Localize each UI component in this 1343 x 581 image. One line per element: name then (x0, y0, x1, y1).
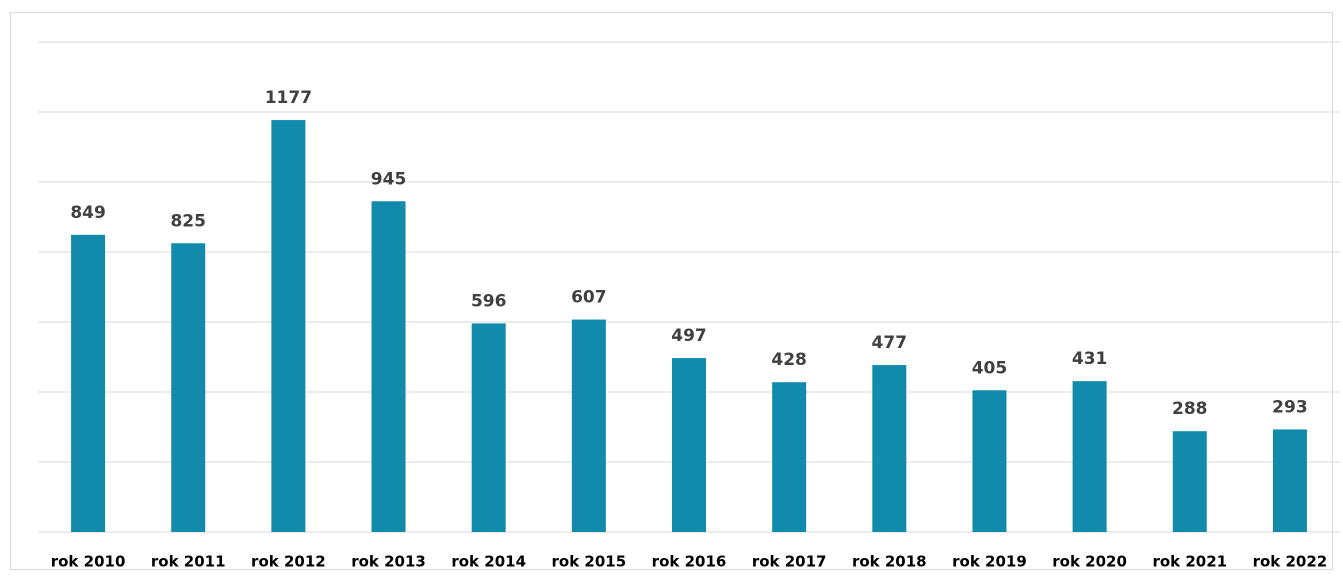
x-tick-label: rok 2016 (652, 553, 727, 571)
bar (1172, 431, 1207, 532)
bar (1272, 429, 1307, 532)
bar (471, 323, 506, 532)
x-tick-label: rok 2021 (1152, 553, 1227, 571)
bar (371, 201, 406, 532)
value-label: 293 (1272, 397, 1308, 417)
value-label: 428 (771, 350, 807, 370)
bar (1072, 381, 1107, 532)
value-label: 431 (1072, 349, 1108, 369)
bar (772, 382, 807, 532)
x-tick-label: rok 2022 (1253, 553, 1328, 571)
value-label: 825 (170, 211, 206, 231)
x-tick-label: rok 2010 (51, 553, 126, 571)
x-tick-label: rok 2019 (952, 553, 1027, 571)
x-tick-label: rok 2015 (552, 553, 627, 571)
x-tick-label: rok 2011 (151, 553, 226, 571)
value-label: 477 (872, 333, 908, 353)
bar (571, 319, 606, 532)
value-label: 945 (371, 169, 407, 189)
value-label: 849 (70, 203, 106, 223)
chart-border (10, 12, 1333, 570)
x-tick-label: rok 2013 (351, 553, 426, 571)
bar (872, 365, 907, 532)
value-label: 497 (671, 326, 707, 346)
bar (972, 390, 1007, 532)
bar (71, 234, 106, 532)
x-tick-label: rok 2018 (852, 553, 927, 571)
x-tick-label: rok 2020 (1052, 553, 1127, 571)
value-label: 596 (471, 291, 507, 311)
x-tick-label: rok 2014 (451, 553, 526, 571)
value-label: 607 (571, 288, 607, 308)
x-tick-label: rok 2012 (251, 553, 326, 571)
bar (672, 358, 706, 532)
bar (171, 243, 206, 532)
bar (271, 120, 306, 533)
value-label: 288 (1172, 399, 1208, 419)
value-label: 405 (972, 358, 1008, 378)
value-label: 1177 (265, 88, 312, 108)
x-tick-label: rok 2017 (752, 553, 827, 571)
